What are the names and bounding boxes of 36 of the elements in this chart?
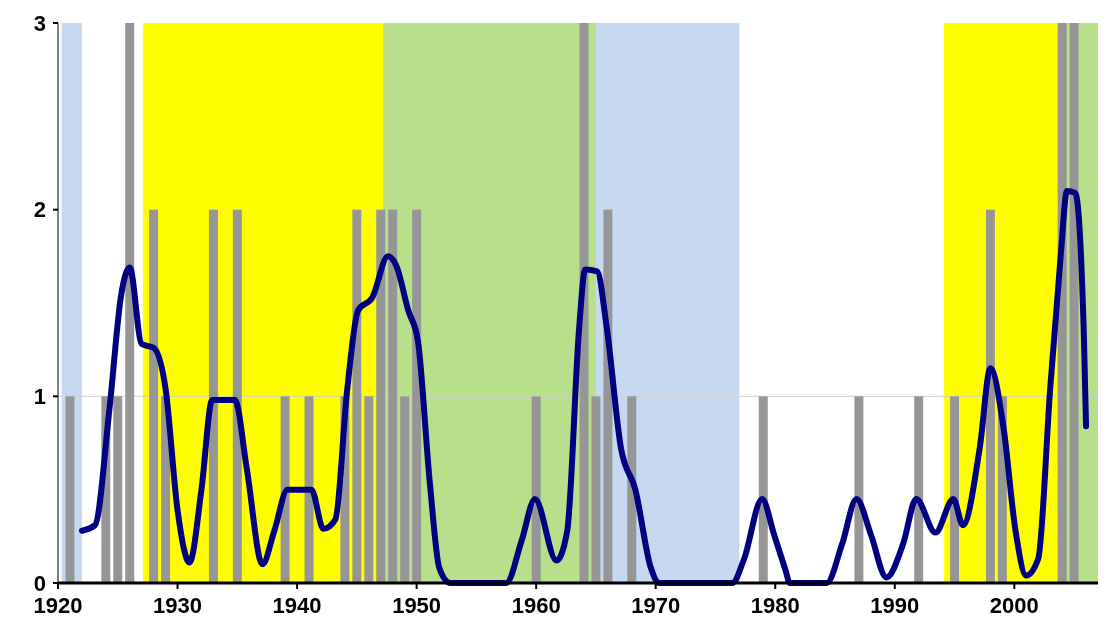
bar [113,396,123,583]
bar [280,396,290,583]
x-tick-label: 1920 [33,593,83,618]
x-tick-label: 1980 [750,593,800,618]
y-tick-label: 0 [33,570,46,596]
x-tick-label: 1950 [392,593,442,618]
bar [531,396,541,583]
y-tick-label: 2 [33,197,46,223]
bar [208,209,218,583]
bar [125,23,135,583]
bar [412,209,422,583]
x-tick-label: 1970 [631,593,681,618]
bar [914,396,924,583]
bar [304,396,314,583]
x-tick-label: 1930 [153,593,203,618]
bar [232,209,242,583]
bar [854,396,864,583]
bar [627,396,637,583]
bar [388,209,398,583]
bar [758,396,768,583]
bar [149,209,159,583]
y-tick-label: 1 [33,384,46,410]
bar [579,23,589,583]
y-tick-label: 3 [33,10,46,36]
x-tick-label: 2000 [989,593,1039,618]
bar [376,209,386,583]
bar [591,396,601,583]
bar [400,396,410,583]
x-tick-label: 1960 [511,593,561,618]
bar [950,396,960,583]
x-tick-label: 1940 [272,593,322,618]
bar [985,209,995,583]
bar [352,209,362,583]
bar [65,396,75,583]
bar [364,396,374,583]
x-tick-label: 1990 [870,593,920,618]
